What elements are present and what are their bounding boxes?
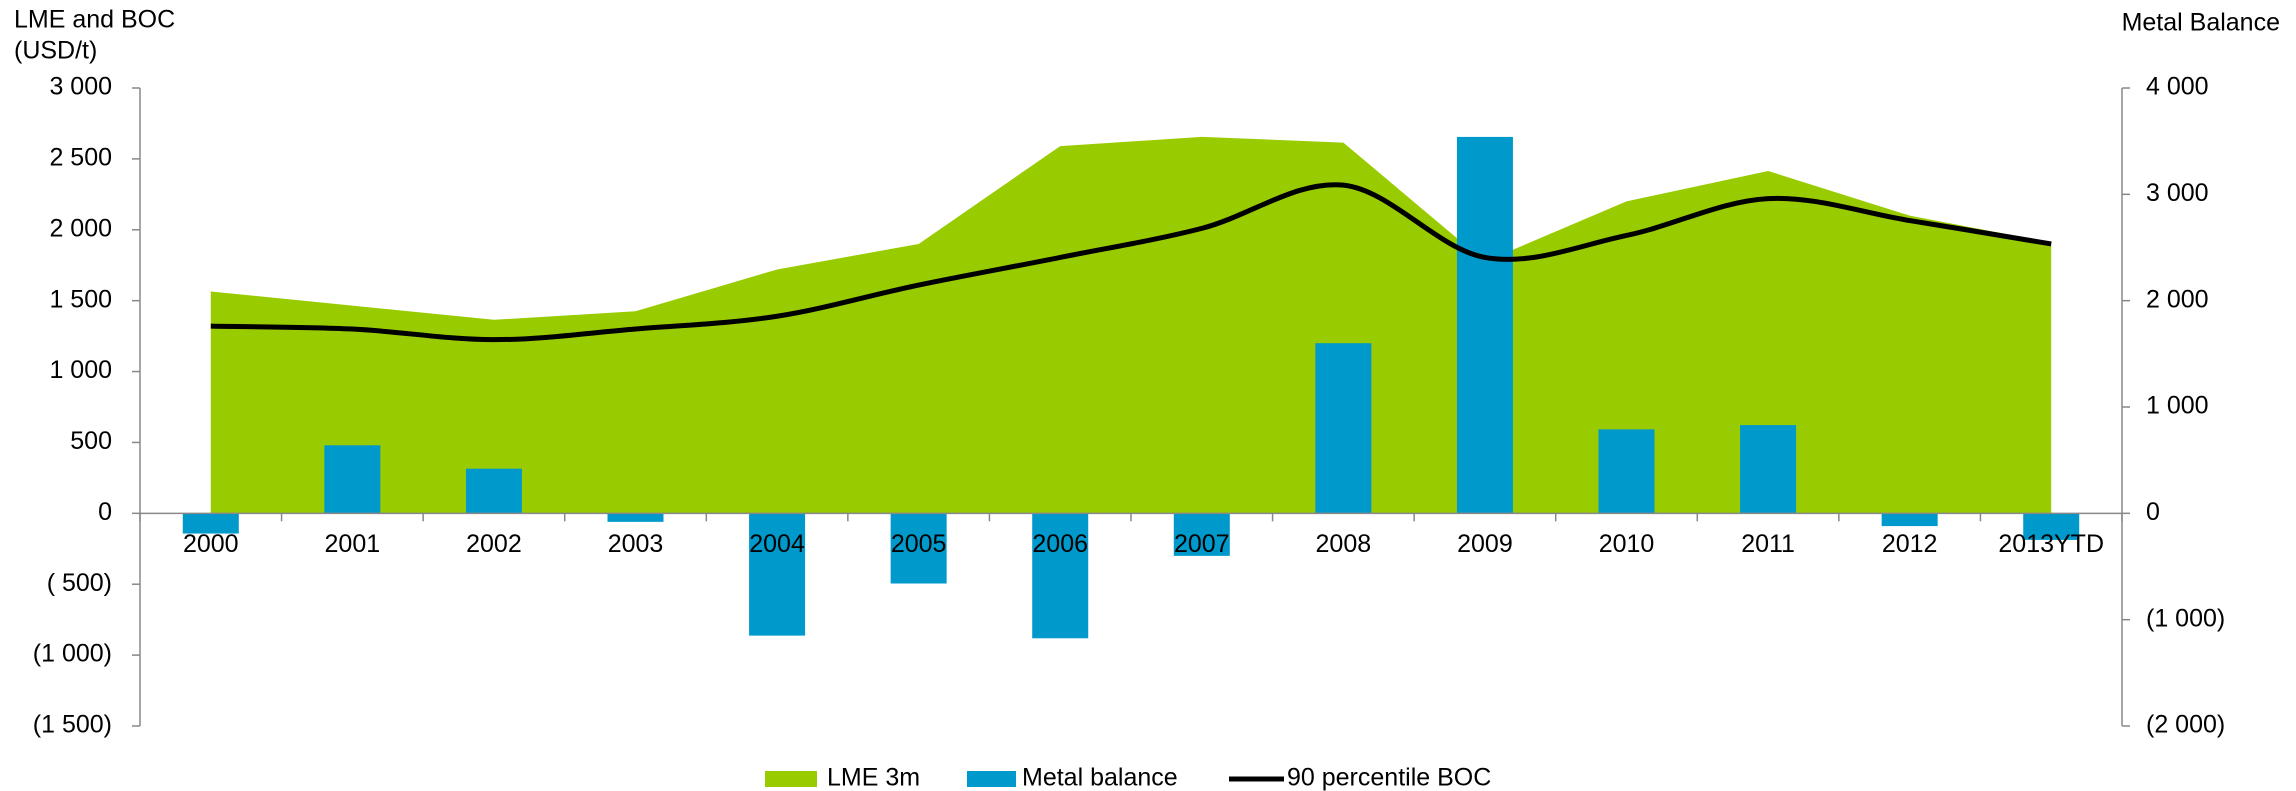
bar — [182, 513, 239, 534]
legend-swatch — [967, 771, 1016, 787]
bar — [1173, 513, 1230, 556]
bar — [607, 513, 664, 522]
bar — [890, 513, 947, 584]
x-tick-label: 2011 — [1741, 530, 1795, 558]
y2-tick-label: 2 000 — [2146, 285, 2209, 313]
y2-tick-label: (2 000) — [2146, 711, 2225, 739]
y-tick-label: 2 500 — [49, 143, 112, 171]
x-tick-label: 2012 — [1882, 530, 1938, 558]
bar — [465, 468, 522, 514]
bar — [1315, 343, 1372, 514]
area — [210, 136, 2052, 514]
y-axis-title: LME and BOC — [14, 6, 175, 34]
x-tick-label: 2010 — [1599, 530, 1655, 558]
legend-swatch — [765, 771, 817, 787]
legend-label: LME 3m — [827, 764, 920, 791]
y-tick-label: 1 000 — [49, 356, 112, 384]
y2-tick-label: 4 000 — [2146, 73, 2209, 101]
y2-tick-label: 1 000 — [2146, 392, 2209, 420]
x-tick-label: 2004 — [749, 530, 805, 558]
bar — [1456, 136, 1513, 514]
bar — [2023, 513, 2080, 540]
legend-label: 90 percentile BOC — [1287, 764, 1491, 791]
y2-axis-title: Metal Balance — [2122, 9, 2280, 37]
y2-tick-label: (1 000) — [2146, 604, 2225, 632]
bar — [1598, 429, 1655, 514]
y-tick-label: (1 000) — [33, 640, 112, 668]
x-tick-label: 2013YTD — [1998, 530, 2104, 558]
y-tick-label: 500 — [70, 427, 112, 455]
line — [210, 182, 2052, 343]
y-tick-label: ( 500) — [47, 569, 112, 597]
y-tick-label: 2 000 — [49, 214, 112, 242]
x-tick-label: 2002 — [466, 530, 522, 558]
y2-tick-label: 3 000 — [2146, 179, 2209, 207]
y-tick-label: 3 000 — [49, 73, 112, 101]
x-tick-label: 2007 — [1174, 530, 1230, 558]
x-tick-label: 2008 — [1316, 530, 1372, 558]
y2-tick-label: 0 — [2146, 498, 2160, 526]
bar — [1032, 513, 1089, 639]
y-tick-label: 1 500 — [49, 285, 112, 313]
x-tick-label: 2009 — [1457, 530, 1513, 558]
x-tick-label: 2006 — [1032, 530, 1088, 558]
legend-label: Metal balance — [1022, 764, 1178, 791]
bar — [749, 513, 806, 636]
y-tick-label: 0 — [98, 498, 112, 526]
y-tick-label: (1 500) — [33, 711, 112, 739]
x-tick-label: 2005 — [891, 530, 947, 558]
bar — [1740, 425, 1797, 514]
bar — [1881, 513, 1938, 527]
bar — [324, 445, 381, 514]
x-tick-label: 2000 — [183, 530, 239, 558]
x-tick-label: 2003 — [608, 530, 664, 558]
x-tick-label: 2001 — [325, 530, 381, 558]
y-axis-title: (USD/t) — [14, 37, 97, 65]
